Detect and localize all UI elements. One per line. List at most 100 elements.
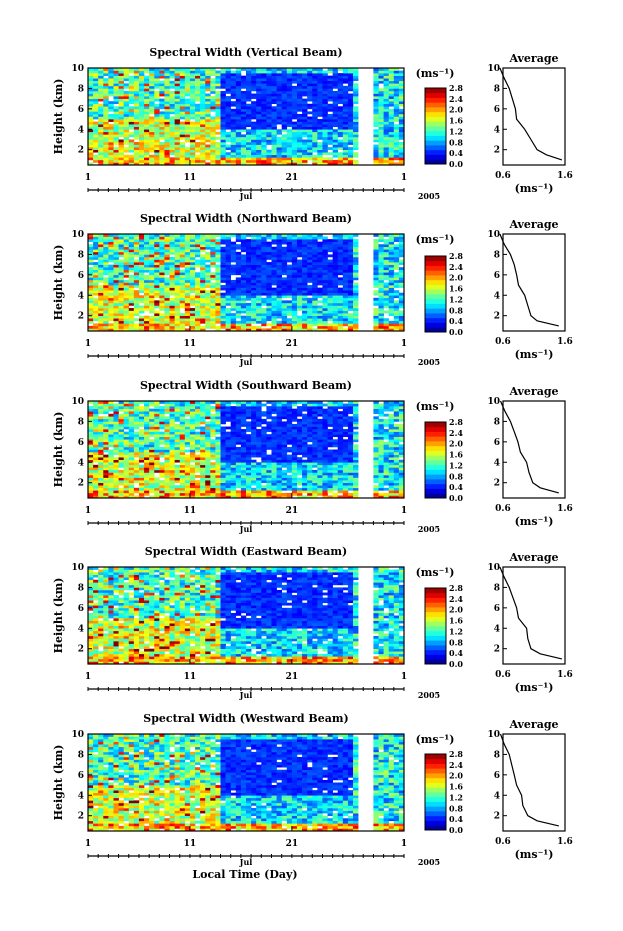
heatmap-cell — [266, 297, 272, 301]
heatmap-cell — [113, 267, 119, 271]
heatmap-cell — [317, 144, 323, 148]
heatmap-cell — [98, 157, 104, 161]
heatmap-cell — [200, 70, 206, 74]
heatmap-cell — [93, 116, 99, 120]
heatmap-cell — [261, 244, 267, 248]
x-tick-label: 1 — [85, 339, 91, 349]
heatmap-cell — [189, 302, 196, 306]
heatmap-cell — [195, 149, 201, 153]
heatmap-cell — [169, 318, 175, 322]
heatmap-cell — [383, 149, 390, 153]
heatmap-cell — [256, 85, 262, 89]
heatmap-cell — [195, 320, 201, 324]
heatmap-cell — [118, 142, 124, 145]
heatmap-cell — [184, 254, 191, 258]
heatmap-cell — [261, 124, 267, 128]
heatmap-cell — [133, 406, 140, 409]
heatmap-cell — [154, 328, 160, 332]
heatmap-cell — [383, 142, 390, 145]
heatmap-cell — [88, 401, 94, 404]
heatmap-cell — [220, 259, 226, 263]
heatmap-cell — [154, 469, 160, 473]
heatmap-cell — [317, 119, 323, 122]
heatmap-cell — [353, 154, 359, 158]
panel-3: Spectral Width (Southward Beam)246810Hei… — [52, 379, 573, 534]
heatmap-cell — [88, 462, 94, 466]
heatmap-cell — [128, 418, 135, 422]
heatmap-cell — [128, 264, 135, 268]
heatmap-cell — [251, 315, 257, 319]
heatmap-cell — [286, 121, 293, 125]
heatmap-cell — [261, 139, 267, 143]
heatmap-cell — [296, 320, 303, 324]
heatmap-cell — [200, 96, 206, 99]
heatmap-cell — [378, 279, 384, 283]
heatmap-cell — [133, 113, 140, 117]
heatmap-cell — [144, 328, 150, 332]
heatmap-cell — [240, 83, 247, 87]
heatmap-cell — [291, 254, 298, 258]
heatmap-cell — [215, 292, 221, 296]
heatmap-cell — [98, 241, 104, 245]
heatmap-cell — [195, 308, 201, 311]
heatmap-cell — [388, 75, 395, 79]
heatmap-cell — [200, 282, 206, 286]
heatmap-cell — [184, 313, 191, 316]
heatmap-cell — [261, 310, 267, 314]
heatmap-cell — [291, 139, 298, 143]
heatmap-cell — [103, 234, 109, 237]
heatmap-cell — [118, 272, 124, 276]
heatmap-cell — [235, 269, 242, 273]
heatmap-cell — [189, 131, 196, 135]
heatmap-cell — [347, 264, 354, 268]
heatmap-cell — [154, 113, 160, 117]
heatmap-cell — [230, 131, 237, 135]
heatmap-cell — [378, 113, 384, 117]
heatmap-cell — [144, 162, 150, 166]
heatmap-cell — [276, 96, 282, 99]
heatmap-cell — [200, 162, 206, 166]
heatmap-cell — [93, 236, 99, 240]
heatmap-cell — [93, 96, 99, 99]
heatmap-cell — [286, 142, 293, 145]
heatmap-cell — [123, 325, 130, 329]
heatmap-cell — [154, 318, 160, 322]
heatmap-cell — [174, 108, 181, 112]
heatmap-cell — [373, 149, 379, 153]
heatmap-cell — [256, 234, 262, 237]
heatmap-cell — [261, 262, 267, 265]
heatmap-cell — [398, 73, 405, 76]
heatmap-cell — [93, 480, 99, 483]
heatmap-cell — [312, 246, 318, 250]
heatmap-cell — [322, 129, 328, 133]
heatmap-cell — [388, 259, 395, 263]
heatmap-cell — [251, 152, 257, 156]
heatmap-cell — [388, 267, 395, 271]
heatmap-cell — [184, 85, 191, 89]
heatmap-cell — [291, 147, 298, 150]
heatmap-cell — [312, 287, 318, 291]
heatmap-cell — [378, 103, 384, 107]
heatmap-cell — [108, 149, 114, 153]
heatmap-cell — [144, 490, 150, 494]
heatmap-cell — [225, 68, 232, 71]
heatmap-cell — [210, 295, 216, 299]
heatmap-cells — [88, 234, 405, 332]
heatmap-cell — [398, 119, 405, 122]
heatmap-cell — [118, 83, 124, 87]
heatmap-cell — [174, 106, 181, 110]
heatmap-cell — [128, 297, 135, 301]
heatmap-cell — [256, 98, 262, 102]
heatmap-cell — [230, 251, 237, 255]
heatmap-cell — [337, 310, 344, 314]
heatmap-cell — [378, 142, 384, 145]
heatmap-cell — [159, 436, 165, 440]
heatmap-cell — [108, 80, 114, 84]
heatmap-cell — [276, 279, 282, 283]
heatmap-cell — [103, 485, 109, 489]
heatmap-cell — [240, 93, 247, 97]
heatmap-cell — [164, 239, 170, 242]
heatmap-cell — [281, 236, 288, 240]
heatmap-cell — [133, 159, 140, 163]
heatmap-cell — [128, 282, 135, 286]
